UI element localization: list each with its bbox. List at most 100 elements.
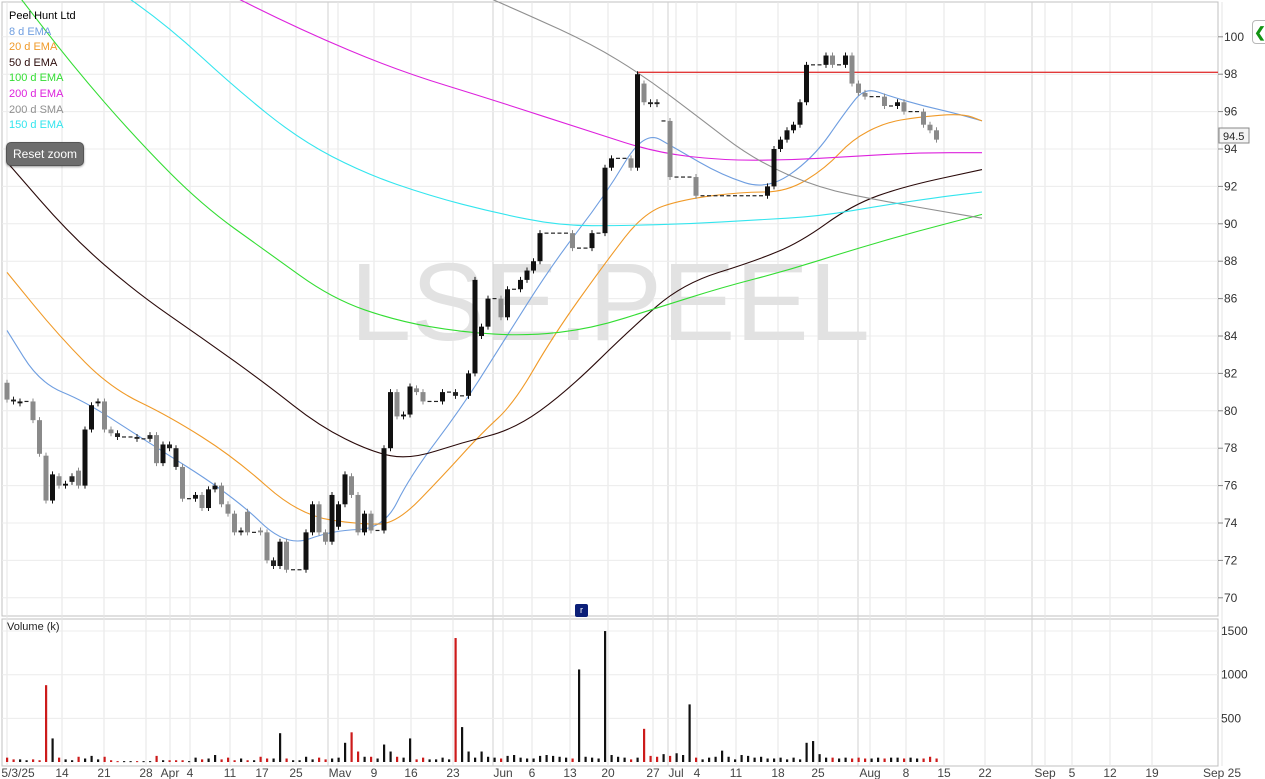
series-line-50-d-ema [6,161,983,458]
candle-body [212,485,218,490]
volume-bar [214,755,217,762]
candle-body [498,298,504,318]
x-axis-label: 8 [903,766,910,779]
volume-bar [812,741,815,762]
candle-body [89,405,94,430]
volume-bar [610,755,613,762]
x-axis-label: Sep [1034,766,1056,779]
candle-body [518,279,523,290]
volume-bar [708,757,711,762]
candle-body [303,532,309,570]
candle-body [570,233,575,249]
series-line-100-d-ema [21,0,983,336]
volume-bar [877,757,880,762]
volume-bar [461,727,464,762]
candle-body [43,455,49,501]
volume-bar [727,756,730,762]
candle-body [199,494,205,509]
candle-body [693,177,699,196]
volume-bar [77,756,80,762]
legend-100d-ema[interactable]: 100 d EMA [9,72,64,85]
candle-body [258,530,263,533]
legend-150d-ema[interactable]: 150 d EMA [9,119,64,132]
volume-bar [825,757,828,762]
x-axis-label: 12 [1103,766,1117,779]
price-tick-label: 84 [1224,329,1238,343]
volume-panel [1,618,1219,767]
candle-body [479,326,484,336]
candle-body [609,158,614,168]
candle-body [336,504,341,527]
volume-bar [838,758,841,762]
volume-bar [851,758,854,762]
legend: Peel Hunt Ltd 8 d EMA 20 d EMA 50 d EMA … [9,9,76,134]
volume-bar [747,755,750,762]
candle-body [232,513,237,533]
volume-bar [64,759,67,762]
volume-bar [259,756,262,762]
volume-bar [110,760,113,762]
volume-bar [383,744,386,762]
candle-body [485,298,491,327]
candle-body [849,55,855,84]
volume-bar [591,757,594,762]
volume-bar [155,755,158,762]
volume-bar [721,750,724,762]
candle-body [524,270,530,280]
legend-50d-ema[interactable]: 50 d EMA [9,56,58,69]
x-axis-label: 25 [811,766,825,779]
legend-200d-ema[interactable]: 200 d EMA [9,87,64,100]
volume-bar [396,756,399,762]
candle-body [323,532,328,542]
volume-bar [779,757,782,762]
price-tick-label: 80 [1224,404,1238,418]
volume-bar [422,757,425,762]
candle-body [453,392,458,396]
price-tick-label: 76 [1224,479,1238,493]
volume-bar [58,757,61,762]
volume-bar [805,742,808,762]
candle-body [76,470,81,486]
reset-zoom-button[interactable]: Reset zoom [6,142,84,166]
x-axis-label: 6 [529,766,536,779]
x-axis-label: 28 [139,766,153,779]
candle-body [17,401,23,404]
candle-body [901,102,907,112]
candle-body [11,399,16,402]
event-marker[interactable]: r [575,604,588,617]
legend-20d-ema[interactable]: 20 d EMA [9,41,58,54]
candle-body [342,474,348,505]
chevron-left-icon[interactable]: ❮ [1252,20,1265,44]
volume-bar [695,757,698,762]
legend-8d-ema[interactable]: 8 d EMA [9,25,52,38]
candle-body [264,532,270,561]
candle-body [193,494,198,499]
volume-bar [682,755,685,762]
volume-panel-label: Volume (k) [7,621,60,633]
volume-bar [311,759,314,762]
candle-body [830,55,835,65]
x-axis-label: 15 [937,766,951,779]
price-tick-label: 100 [1224,30,1244,44]
candle-body [589,233,595,249]
volume-bar [194,757,197,762]
candle-body [284,541,289,570]
x-axis-label: 11 [730,766,743,779]
volume-bar [643,728,646,762]
volume-bar [844,757,847,762]
x-axis-label: Jun [493,766,512,779]
candle-body [115,433,120,437]
candle-body [420,392,426,402]
candle-body [102,401,107,430]
volume-bar [324,759,327,762]
candle-body [648,102,653,105]
legend-200d-sma[interactable]: 200 d SMA [9,103,64,116]
price-tick-label: 94 [1224,142,1238,156]
volume-bar [526,758,529,762]
x-axis-label: 4 [694,766,701,779]
x-axis-label: 4 [187,766,194,779]
volume-bar [227,757,230,762]
price-tick-label: 86 [1224,292,1238,306]
volume-bar [168,760,171,762]
x-axis-label: 19 [1145,766,1159,779]
